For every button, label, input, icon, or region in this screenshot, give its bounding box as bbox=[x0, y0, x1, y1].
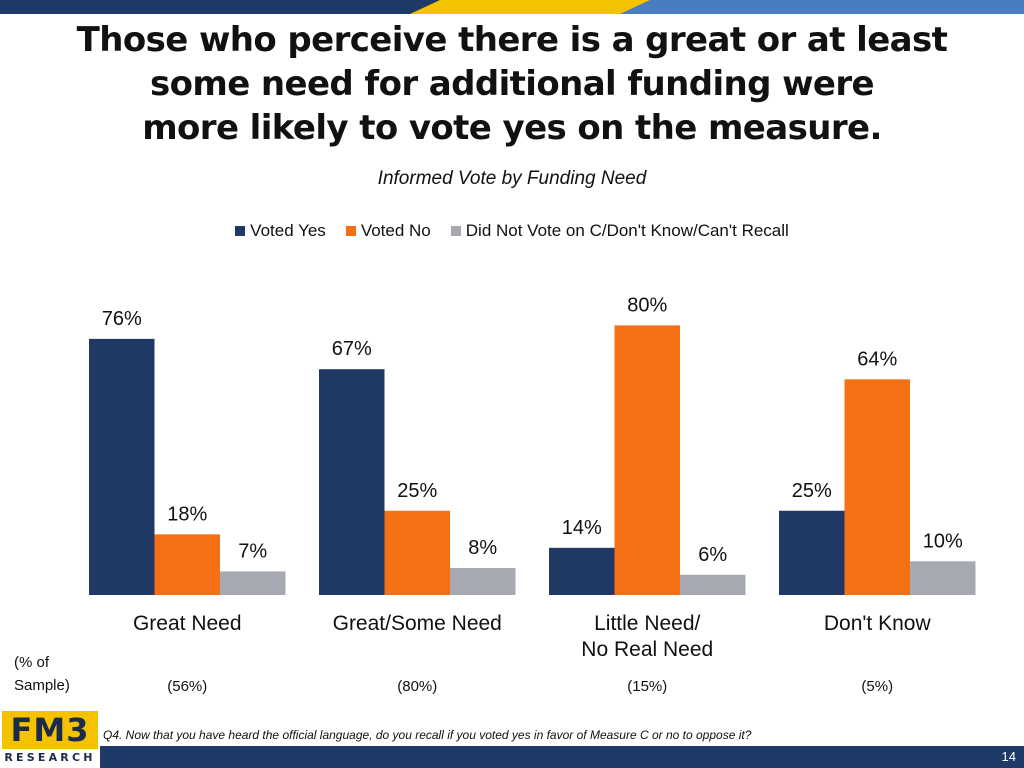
title-line-3: more likely to vote yes on the measure. bbox=[142, 108, 882, 148]
category-sample-0: (56%) bbox=[167, 678, 207, 695]
bar-voted-no-great-need bbox=[154, 534, 220, 595]
sample-label: (% of Sample) bbox=[14, 651, 70, 697]
category-sample-2: (15%) bbox=[627, 678, 667, 695]
category-label-2-line-1: No Real Need bbox=[581, 638, 713, 661]
bar-did-not-vote-on-c-don-t-know-can-t-recall-great-need bbox=[220, 571, 286, 595]
data-label-voted-yes-0: 76% bbox=[102, 308, 142, 330]
data-label-voted-no-0: 18% bbox=[167, 503, 207, 525]
category-label-3-line-0: Don't Know bbox=[824, 612, 932, 635]
legend-item-voted-no: Voted No bbox=[345, 221, 431, 241]
category-sample-1: (80%) bbox=[397, 678, 437, 695]
bar-voted-no-little-need-no-real-need bbox=[614, 325, 680, 595]
legend-item-voted-yes: Voted Yes bbox=[235, 221, 326, 241]
sample-label-line-1: (% of bbox=[14, 654, 50, 671]
bar-did-not-vote-on-c-don-t-know-can-t-recall-little-need-no-real-need bbox=[680, 574, 746, 595]
data-label-did-not-vote-on-c-don-t-know-can-t-recall-2: 6% bbox=[698, 544, 727, 566]
bar-did-not-vote-on-c-don-t-know-can-t-recall-great-some-need bbox=[450, 568, 516, 595]
data-label-voted-yes-1: 67% bbox=[332, 338, 372, 360]
fm3-logo: FM3 RESEARCH bbox=[2, 711, 98, 765]
data-label-voted-no-1: 25% bbox=[397, 480, 437, 502]
data-label-voted-yes-3: 25% bbox=[792, 480, 832, 502]
bar-voted-yes-little-need-no-real-need bbox=[549, 547, 615, 595]
legend-swatch-voted-yes bbox=[235, 226, 246, 236]
data-label-did-not-vote-on-c-don-t-know-can-t-recall-0: 7% bbox=[238, 540, 267, 562]
category-label-2-line-0: Little Need/ bbox=[594, 612, 700, 635]
sample-label-line-2: Sample) bbox=[14, 677, 70, 694]
bar-voted-no-great-some-need bbox=[384, 510, 450, 595]
logo-wordmark: RESEARCH bbox=[4, 751, 96, 764]
legend-label-voted-no: Voted No bbox=[360, 221, 431, 240]
chart-subtitle: Informed Vote by Funding Need bbox=[377, 168, 647, 189]
data-label-did-not-vote-on-c-don-t-know-can-t-recall-1: 8% bbox=[468, 537, 497, 559]
data-label-voted-no-3: 64% bbox=[857, 348, 897, 370]
bar-voted-yes-great-need bbox=[89, 338, 155, 595]
legend-label-voted-yes: Voted Yes bbox=[250, 221, 326, 240]
data-label-did-not-vote-on-c-don-t-know-can-t-recall-3: 10% bbox=[923, 530, 963, 552]
page-title: Those who perceive there is a great or a… bbox=[40, 18, 984, 150]
footer-bar: 14 bbox=[100, 746, 1024, 768]
top-decorative-bar bbox=[0, 0, 1024, 14]
legend-swatch-voted-no bbox=[345, 226, 356, 236]
bar-voted-yes-great-some-need bbox=[319, 369, 385, 595]
legend-item-did-not-vote: Did Not Vote on C/Don't Know/Can't Recal… bbox=[450, 221, 789, 241]
legend-swatch-did-not-vote bbox=[450, 226, 461, 236]
bar-did-not-vote-on-c-don-t-know-can-t-recall-don-t-know bbox=[910, 561, 976, 595]
page-number: 14 bbox=[1001, 749, 1016, 764]
legend-label-did-not-vote: Did Not Vote on C/Don't Know/Can't Recal… bbox=[465, 221, 789, 240]
category-label-0-line-0: Great Need bbox=[133, 612, 242, 635]
question-footnote: Q4. Now that you have heard the official… bbox=[103, 728, 752, 742]
title-line-2: some need for additional funding were bbox=[149, 64, 875, 104]
title-line-1: Those who perceive there is a great or a… bbox=[76, 20, 948, 60]
data-label-voted-no-2: 80% bbox=[627, 294, 667, 316]
logo-mark: FM3 bbox=[2, 711, 98, 749]
bar-voted-no-don-t-know bbox=[844, 379, 910, 595]
category-sample-3: (5%) bbox=[861, 678, 893, 695]
bar-voted-yes-don-t-know bbox=[779, 510, 845, 595]
chart-legend: Voted Yes Voted No Did Not Vote on C/Don… bbox=[0, 221, 1024, 241]
category-label-1-line-0: Great/Some Need bbox=[333, 612, 502, 635]
data-label-voted-yes-2: 14% bbox=[562, 517, 602, 539]
